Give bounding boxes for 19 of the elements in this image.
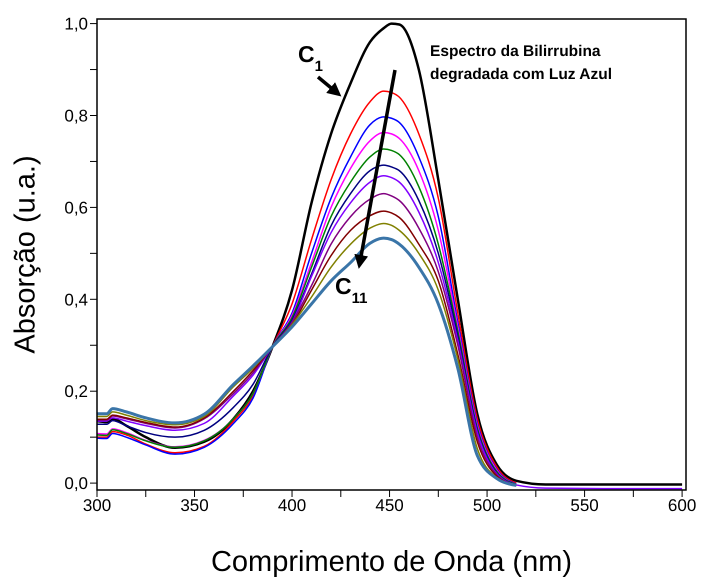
y-tick-label: 0,6	[64, 198, 88, 218]
x-tick-label: 350	[180, 496, 209, 516]
x-tick-label: 550	[570, 496, 599, 516]
y-tick-label: 0,0	[64, 474, 88, 494]
x-tick-label: 450	[375, 496, 404, 516]
annotation: C$_{11}$	[335, 273, 368, 306]
line-series	[97, 174, 683, 490]
x-tick-label: 500	[472, 496, 502, 516]
y-tick-label: 1,0	[64, 14, 88, 34]
y-tick-label: 0,2	[64, 382, 88, 402]
x-tick-label: 300	[82, 496, 112, 516]
annotation: Espectro da Bilirrubina degradada com Luz Azul	[430, 42, 614, 85]
y-tick-label: 0,4	[64, 290, 88, 310]
x-tick-label: 600	[668, 496, 696, 516]
x-tick-label: 400	[278, 496, 306, 516]
y-axis-title: Absorção (u.a.)	[9, 155, 42, 354]
annotation: C$_{1}$	[298, 41, 323, 74]
x-axis-title: Comprimento de Onda (nm)	[210, 546, 572, 578]
y-tick-label: 0,8	[64, 106, 88, 126]
